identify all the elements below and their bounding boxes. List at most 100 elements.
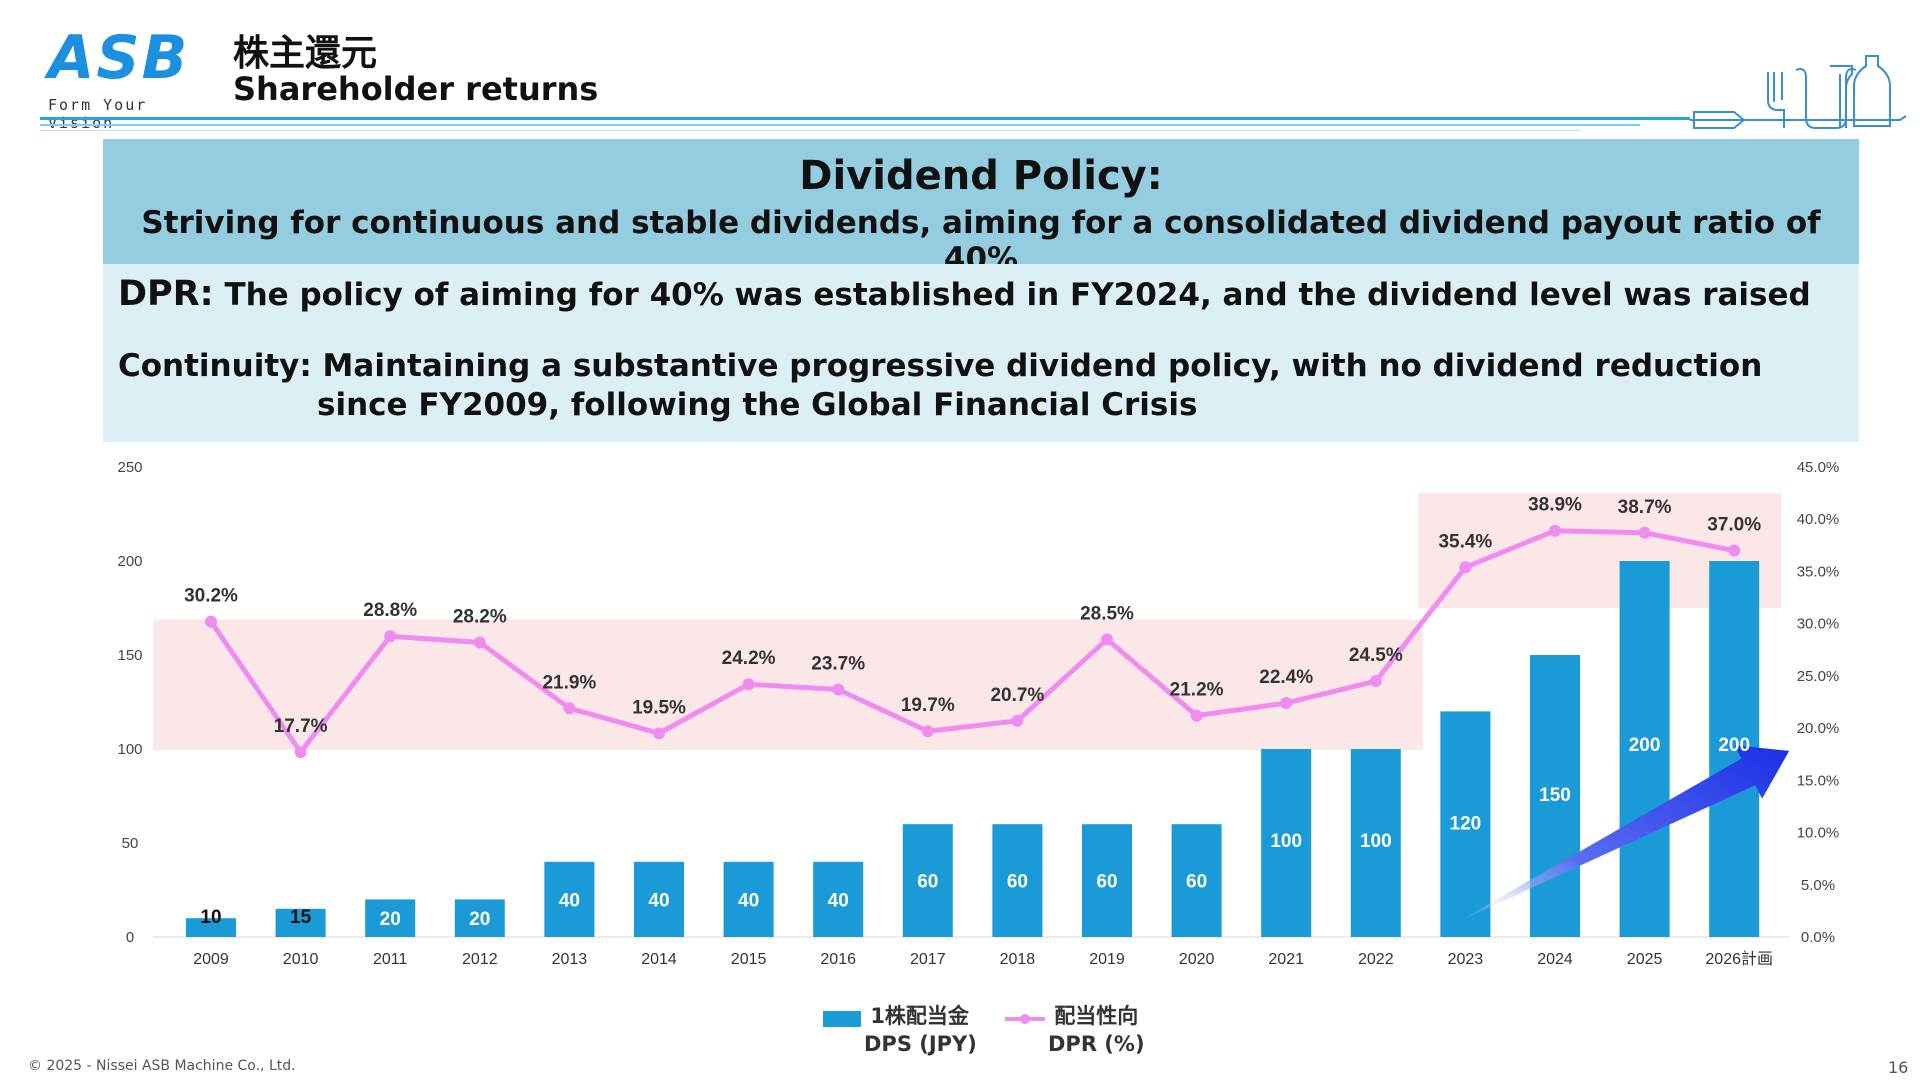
y-right-tick-label: 20.0%: [1797, 720, 1840, 737]
header-rule-2: [40, 124, 1640, 126]
dpr-data-label: 28.2%: [453, 606, 507, 627]
y-right-tick-label: 10.0%: [1797, 825, 1840, 842]
dps-bar: [723, 861, 774, 937]
dpr-data-label: 38.7%: [1618, 497, 1672, 518]
y-left-tick-label: 100: [117, 741, 142, 758]
dps-bar: [902, 824, 953, 937]
dpr-data-label: 28.5%: [1080, 603, 1134, 624]
x-tick-label: 2009: [193, 951, 229, 968]
dpr-data-label: 17.7%: [274, 716, 328, 737]
y-right-tick-label: 0.0%: [1801, 929, 1835, 946]
x-tick-label: 2025: [1627, 951, 1663, 968]
x-tick-label: 2023: [1448, 951, 1484, 968]
dpr-data-label: 24.5%: [1349, 645, 1403, 666]
dps-data-label: 60: [1096, 872, 1117, 893]
dps-data-label: 150: [1539, 785, 1571, 806]
dps-bar: [1171, 824, 1222, 937]
y-right-tick-label: 45.0%: [1797, 459, 1840, 476]
x-tick-label: 2020: [1179, 951, 1215, 968]
dpr-point: [473, 636, 486, 649]
page-title-jp: 株主還元: [233, 33, 378, 74]
dpr-line: [208, 528, 1735, 755]
continuity-text-2: since FY2009, following the Global Finan…: [317, 387, 1198, 423]
dpr-data-label: 22.4%: [1259, 667, 1313, 688]
dps-bar: [992, 824, 1043, 937]
x-tick-label: 2014: [641, 951, 677, 968]
policy-details: DPR: The policy of aiming for 40% was es…: [103, 264, 1859, 442]
dps-bar: [1530, 655, 1580, 937]
dpr-text: The policy of aiming for 40% was establi…: [224, 277, 1811, 313]
dps-bar: [365, 899, 416, 937]
legend-dpr-jp: 配当性向: [1054, 1004, 1139, 1028]
dps-data-label: 100: [1360, 831, 1392, 852]
dpr-data-label: 20.7%: [990, 685, 1044, 706]
dps-bar: [1619, 561, 1670, 937]
dps-data-label: 40: [648, 890, 669, 911]
y-left-tick-label: 0: [126, 929, 134, 946]
continuity-statement: Continuity: Maintaining a substantive pr…: [118, 348, 1762, 384]
dividend-chart: 0 50 100 150 200 250 0.0% 5.0% 10.0% 15.0% 20.0% 25…: [117, 459, 1840, 968]
chart-legend: 1株配当金: [823, 1000, 969, 1030]
logo-text: ASB: [48, 23, 190, 93]
dps-bar: [1440, 711, 1491, 937]
x-tick-label: 2016: [820, 951, 856, 968]
dpr-point: [1549, 524, 1561, 537]
page-number: 16: [1888, 1058, 1909, 1077]
dps-data-label: 40: [559, 890, 580, 911]
x-tick-label: 2013: [552, 951, 588, 968]
dpr-point: [205, 615, 217, 628]
dpr-point: [1369, 675, 1382, 688]
dpr-point: [832, 683, 845, 696]
header-rule-3: [40, 130, 1580, 131]
y-right-tick-label: 25.0%: [1797, 668, 1840, 685]
company-logo: ASB Form Your Vision: [48, 23, 208, 132]
dps-bar: [454, 899, 505, 937]
dps-bar: [544, 861, 595, 937]
dps-data-label: 10: [200, 907, 221, 928]
dps-data-label: 60: [1186, 872, 1207, 893]
dpr-statement: DPR: The policy of aiming for 40% was es…: [118, 274, 1811, 314]
x-tick-label: 2022: [1358, 951, 1394, 968]
dpr-point: [653, 727, 665, 740]
y-left-tick-label: 50: [122, 835, 139, 852]
y-right-tick-label: 30.0%: [1797, 616, 1840, 633]
y-right-tick-label: 40.0%: [1797, 511, 1840, 528]
chart-legend-line: 配当性向: [1005, 1000, 1138, 1030]
dps-data-label: 20: [469, 909, 490, 930]
dpr-point: [1011, 714, 1024, 727]
legend-line-swatch: [1005, 1014, 1045, 1024]
dpr-data-label: 37.0%: [1707, 515, 1761, 536]
legend-dpr-en: DPR (%): [1048, 1032, 1145, 1056]
dpr-point: [1459, 561, 1472, 574]
x-tick-label: 2012: [462, 951, 498, 968]
dps-data-label: 40: [828, 890, 849, 911]
x-tick-label: 2019: [1089, 951, 1125, 968]
x-tick-label: 2010: [283, 951, 319, 968]
dps-bar: [186, 918, 236, 937]
dps-data-label: 40: [738, 890, 759, 911]
dps-data-label: 60: [1007, 872, 1028, 893]
dpr-point: [294, 746, 307, 759]
y-right-tick-label: 15.0%: [1797, 772, 1840, 789]
dpr-data-label: 30.2%: [184, 586, 238, 607]
y-right-tick-label: 5.0%: [1801, 877, 1835, 894]
dps-bar: [1261, 749, 1312, 937]
growth-arrow-icon: [1457, 745, 1790, 922]
dps-data-label: 200: [1718, 735, 1750, 756]
dps-bar: [1350, 749, 1401, 937]
dpr-data-label: 23.7%: [811, 653, 865, 674]
legend-dps-en: DPS (JPY): [864, 1032, 977, 1056]
dpr-data-label: 24.2%: [722, 648, 776, 669]
x-tick-label: 2021: [1268, 951, 1304, 968]
legend-dps-jp: 1株配当金: [870, 1004, 969, 1028]
dpr-point: [1190, 709, 1203, 722]
bottles-illustration-icon: [1690, 55, 1907, 129]
dps-data-label: 20: [380, 909, 401, 930]
dps-bar: [1082, 824, 1132, 937]
dpr-point: [1638, 526, 1651, 539]
policy-title: Dividend Policy:: [799, 153, 1163, 199]
continuity-lead: Continuity:: [118, 348, 312, 384]
dpr-point: [921, 725, 934, 738]
continuity-text-1: Maintaining a substantive progressive di…: [322, 348, 1763, 384]
y-left-tick-label: 200: [117, 553, 142, 570]
